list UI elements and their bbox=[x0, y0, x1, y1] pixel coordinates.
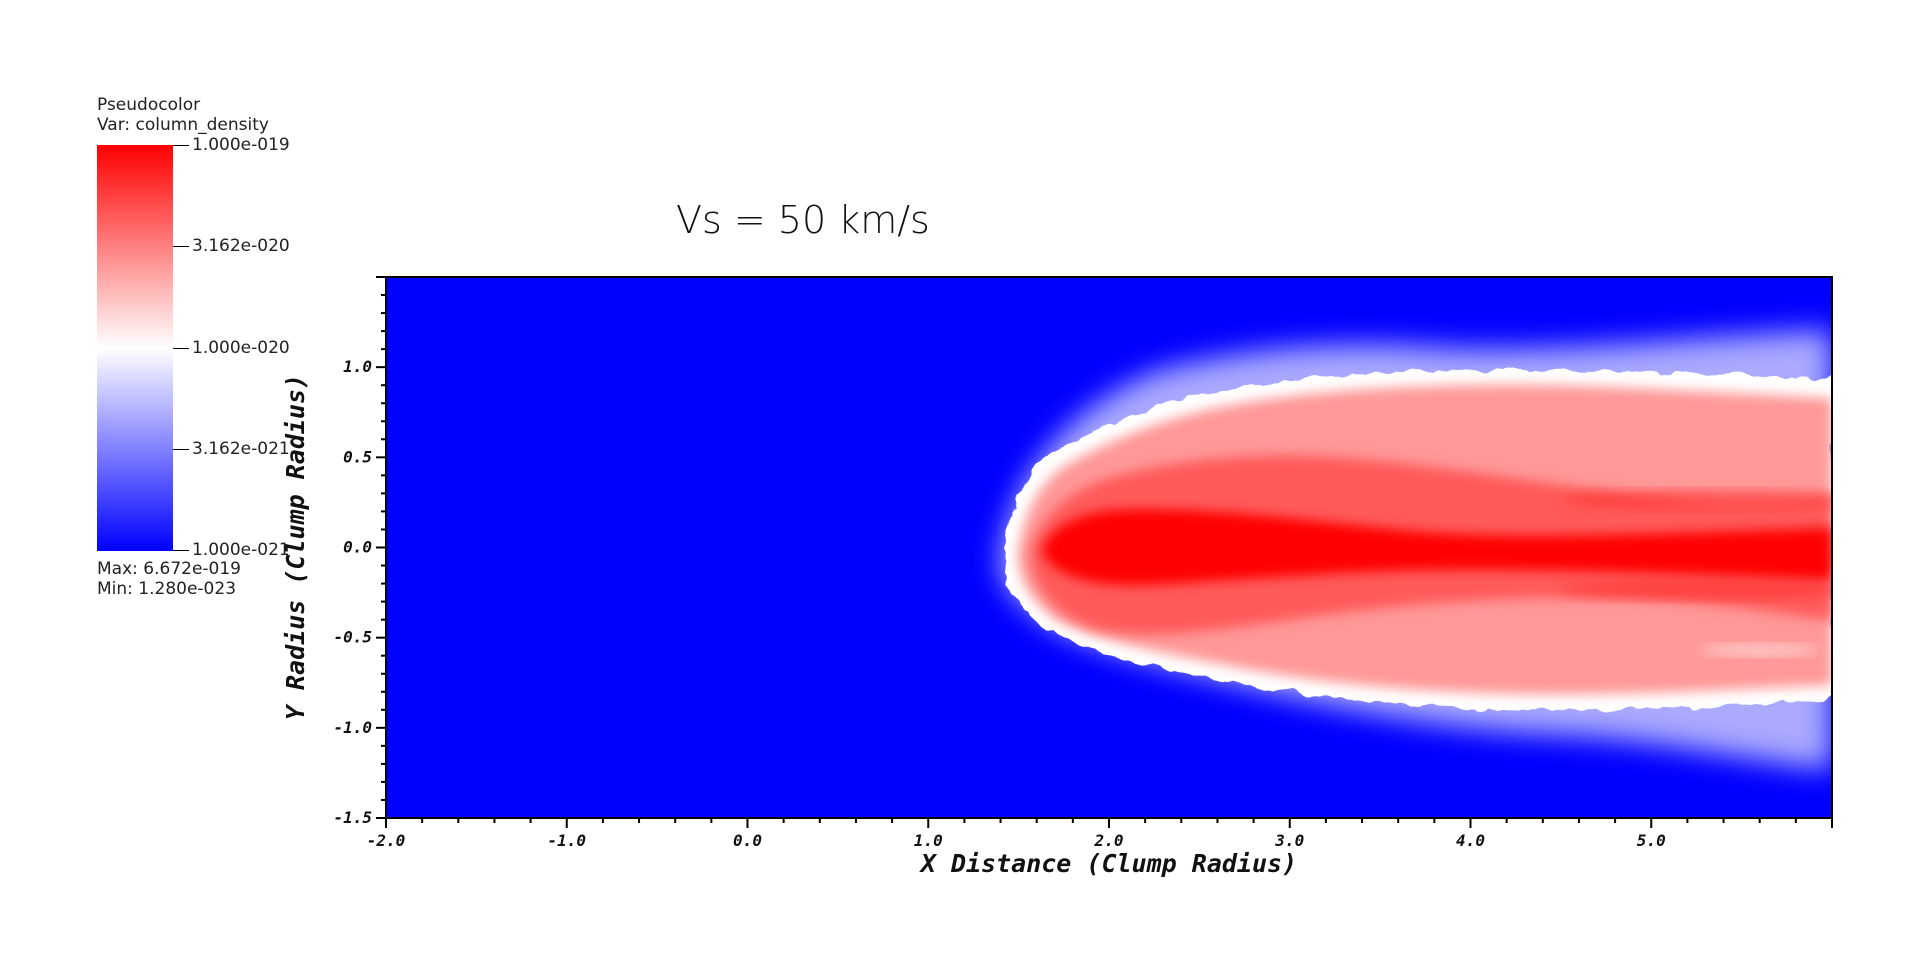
x-tick-label: -2.0 bbox=[367, 831, 406, 850]
colorbar-tick bbox=[173, 550, 189, 551]
legend-max: Max: 6.672e-019 bbox=[97, 559, 241, 579]
colorbar-tick-label: 1.000e-019 bbox=[192, 135, 290, 155]
y-tick-label: -1.5 bbox=[333, 808, 372, 827]
density-stripe bbox=[1560, 580, 1832, 600]
y-tick-label: 0.5 bbox=[343, 447, 372, 466]
colorbar-tick-label: 3.162e-021 bbox=[192, 439, 290, 459]
legend-min: Min: 1.280e-023 bbox=[97, 579, 237, 599]
legend-plot-type: Pseudocolor bbox=[97, 95, 201, 115]
plot-title: Vs = 50 km/s bbox=[676, 198, 930, 242]
colorbar-tick bbox=[173, 348, 189, 349]
density-core-peak bbox=[1042, 509, 1832, 586]
y-tick-label: 1.0 bbox=[343, 357, 372, 376]
colorbar-tick bbox=[173, 246, 189, 247]
y-axis-label: Y Radius (Clump Radius) bbox=[281, 374, 310, 720]
x-tick-label: 1.0 bbox=[914, 831, 943, 850]
x-tick-label: 2.0 bbox=[1094, 831, 1124, 850]
colorbar-tick-label: 1.000e-020 bbox=[192, 338, 290, 358]
colorbar-tick-label: 1.000e-021 bbox=[192, 540, 290, 560]
x-tick-label: 0.0 bbox=[733, 831, 762, 850]
colorbar-tick-label: 3.162e-020 bbox=[192, 236, 290, 256]
x-axis-label: X Distance (Clump Radius) bbox=[919, 849, 1297, 878]
y-tick-label: -0.5 bbox=[333, 628, 372, 647]
y-tick-label: -1.0 bbox=[333, 718, 372, 737]
colorbar-tick bbox=[173, 449, 189, 450]
density-field bbox=[386, 277, 1832, 818]
x-tick-label: 5.0 bbox=[1637, 831, 1666, 850]
x-tick-label: 3.0 bbox=[1274, 831, 1304, 850]
colorbar-tick bbox=[173, 145, 189, 146]
density-stripe bbox=[1560, 490, 1832, 510]
colorbar-gradient bbox=[97, 145, 173, 551]
legend-variable: Var: column_density bbox=[97, 115, 269, 135]
x-tick-label: -1.0 bbox=[547, 831, 586, 850]
x-tick-label: 4.0 bbox=[1456, 831, 1485, 850]
density-stripe bbox=[1700, 644, 1820, 656]
y-tick-label: 0.0 bbox=[343, 538, 372, 557]
